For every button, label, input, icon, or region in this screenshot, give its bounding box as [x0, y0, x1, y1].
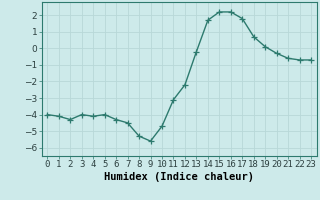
X-axis label: Humidex (Indice chaleur): Humidex (Indice chaleur): [104, 172, 254, 182]
